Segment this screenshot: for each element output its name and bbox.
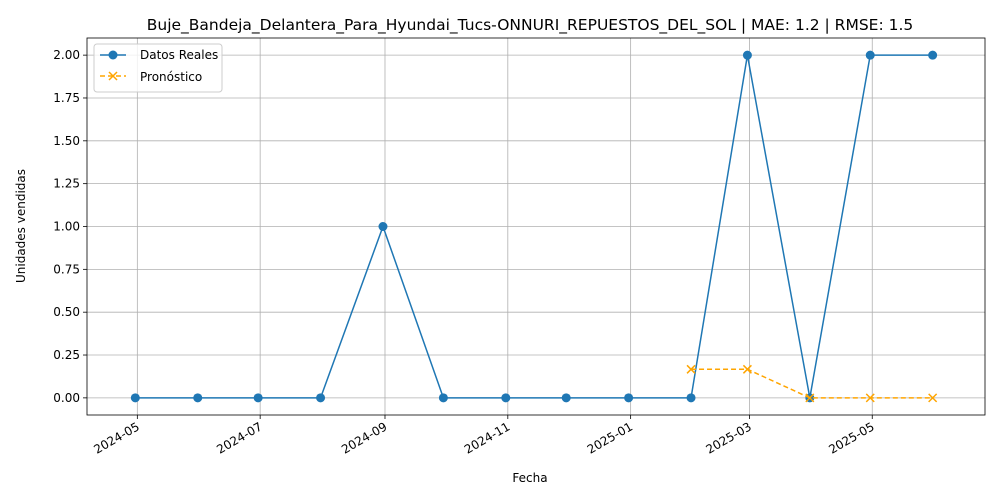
- y-tick-label: 1.50: [53, 134, 80, 148]
- data-point: [253, 393, 263, 403]
- chart-title: Buje_Bandeja_Delantera_Para_Hyundai_Tucs…: [147, 16, 914, 35]
- data-point: [865, 393, 875, 403]
- data-point: [742, 364, 752, 374]
- series-line: [135, 54, 933, 399]
- y-axis-ticks: 0.00 0.25 0.50 0.75 1.00 1.25 1.50 1.75 2.00: [53, 48, 87, 405]
- data-point: [928, 393, 938, 403]
- data-point: [686, 364, 696, 374]
- data-point: [378, 222, 388, 231]
- legend-label-datos-reales: Datos Reales: [140, 48, 218, 62]
- data-point: [686, 393, 696, 403]
- legend-marker-pronostico: [108, 71, 118, 81]
- y-tick-label: 0.50: [53, 305, 80, 319]
- y-axis-label: Unidades vendidas: [14, 169, 28, 283]
- data-point: [928, 50, 938, 60]
- data-point: [865, 50, 875, 60]
- y-tick-label: 0.25: [53, 348, 80, 362]
- y-tick-label: 1.75: [53, 91, 80, 105]
- legend: Datos Reales Pronóstico: [93, 43, 223, 93]
- y-tick-label: 0.75: [53, 262, 80, 276]
- data-point: [130, 393, 140, 403]
- y-tick-label: 1.00: [53, 220, 80, 234]
- legend-marker-datos-reales: [108, 50, 118, 60]
- data-point: [193, 393, 203, 403]
- series-1: [686, 364, 938, 403]
- y-tick-label: 1.25: [53, 177, 80, 191]
- y-tick-label: 2.00: [53, 48, 80, 62]
- data-point: [501, 393, 511, 403]
- data-point: [316, 393, 326, 403]
- data-point: [624, 393, 634, 403]
- data-point: [805, 393, 815, 403]
- legend-label-pronostico: Pronóstico: [140, 70, 202, 84]
- legend-box: [93, 43, 223, 93]
- x-axis-label: Fecha: [512, 471, 547, 485]
- data-point: [438, 393, 448, 403]
- data-point: [561, 393, 571, 403]
- series-layer: [130, 50, 938, 403]
- y-tick-label: 0.00: [53, 391, 80, 405]
- data-point: [742, 50, 752, 60]
